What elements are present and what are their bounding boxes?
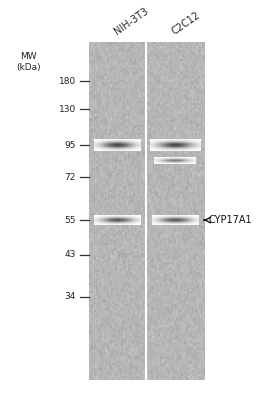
Text: 72: 72 [65,172,76,182]
Text: NIH-3T3: NIH-3T3 [112,6,150,36]
Text: MW
(kDa): MW (kDa) [16,52,41,72]
Text: 95: 95 [65,141,76,150]
Text: CYP17A1: CYP17A1 [208,215,252,225]
Text: 43: 43 [65,250,76,260]
Text: C2C12: C2C12 [170,10,202,36]
Text: 55: 55 [65,216,76,224]
Text: 34: 34 [65,292,76,301]
Text: 130: 130 [59,105,76,114]
Text: 180: 180 [59,77,76,86]
